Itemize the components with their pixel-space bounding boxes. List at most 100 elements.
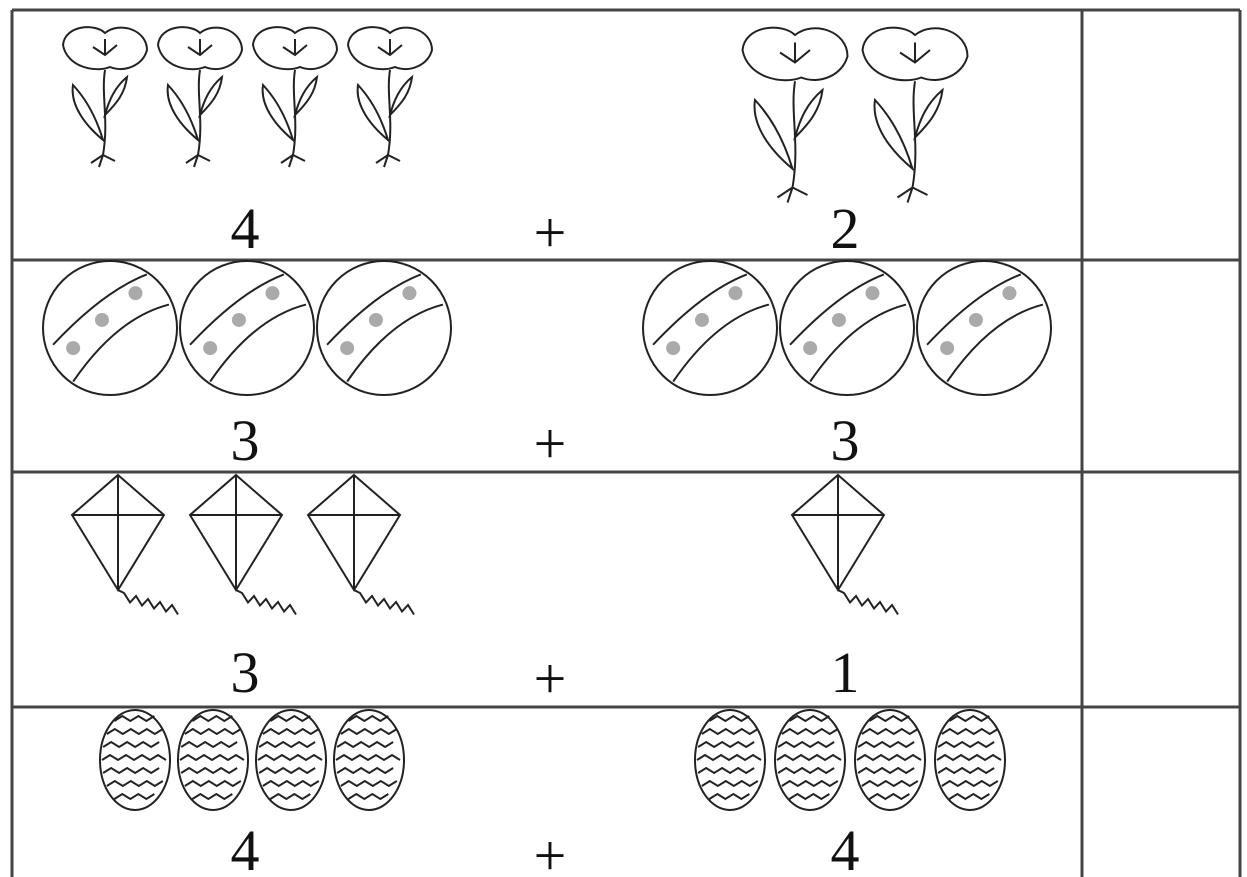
worksheet-row: 3 +3 bbox=[42, 260, 1052, 476]
ball-star bbox=[368, 312, 383, 327]
egg-pattern bbox=[936, 753, 1002, 762]
egg-pattern bbox=[113, 792, 155, 801]
leaf bbox=[356, 82, 390, 143]
egg-pattern bbox=[701, 779, 759, 788]
ball-star bbox=[865, 286, 880, 301]
egg-icon bbox=[333, 709, 405, 811]
egg-pattern bbox=[113, 714, 155, 723]
worksheet-row: 4 +2 bbox=[61, 26, 969, 265]
flower-center bbox=[377, 39, 403, 57]
ball-outline bbox=[42, 260, 178, 396]
worksheet-row: 4 +4 bbox=[99, 709, 1006, 877]
leaf bbox=[198, 74, 224, 119]
roots bbox=[375, 154, 401, 168]
egg-pattern bbox=[336, 740, 394, 749]
egg-pattern bbox=[788, 792, 830, 801]
roots bbox=[280, 154, 306, 168]
egg-pattern bbox=[257, 753, 323, 762]
left-number: 4 bbox=[231, 818, 260, 877]
egg-pattern bbox=[347, 792, 389, 801]
ball-outline bbox=[179, 260, 315, 396]
leaf bbox=[293, 74, 319, 119]
egg-icon bbox=[854, 709, 926, 811]
leaf bbox=[753, 97, 795, 172]
roots bbox=[776, 186, 808, 203]
stem bbox=[791, 81, 797, 188]
egg-pattern bbox=[180, 766, 238, 775]
egg-outline bbox=[774, 709, 846, 811]
ball-star bbox=[128, 286, 143, 301]
ball-stripe bbox=[189, 273, 285, 346]
flower-icon bbox=[61, 26, 149, 168]
left-number: 4 bbox=[231, 196, 260, 261]
egg-pattern bbox=[697, 766, 755, 775]
egg-pattern bbox=[179, 753, 245, 762]
left-number: 3 bbox=[231, 640, 260, 705]
ball-star bbox=[340, 341, 355, 356]
ball-icon bbox=[642, 260, 778, 396]
roots bbox=[90, 154, 116, 168]
egg-pattern bbox=[180, 740, 238, 749]
ball-stripe bbox=[926, 273, 1022, 346]
egg-pattern bbox=[701, 727, 759, 736]
ball-star bbox=[1002, 286, 1017, 301]
flower-center bbox=[187, 39, 213, 57]
ball-stripe bbox=[52, 273, 148, 346]
leaf bbox=[261, 82, 295, 143]
egg-pattern bbox=[777, 766, 835, 775]
ball-stripe bbox=[326, 273, 422, 346]
leaf bbox=[913, 87, 944, 141]
egg-pattern bbox=[788, 714, 830, 723]
flower-center bbox=[92, 39, 118, 57]
ball-outline bbox=[779, 260, 915, 396]
egg-pattern bbox=[347, 714, 389, 723]
egg-pattern bbox=[336, 766, 394, 775]
ball-star bbox=[968, 312, 983, 327]
operator: + bbox=[534, 646, 567, 711]
rows: 4 +2 3 +3 3 +1 4 +4 bbox=[42, 26, 1052, 877]
egg-pattern bbox=[340, 779, 398, 788]
egg-pattern bbox=[102, 740, 160, 749]
leaf bbox=[793, 87, 824, 141]
egg-pattern bbox=[708, 792, 750, 801]
egg-pattern bbox=[777, 740, 835, 749]
egg-pattern bbox=[857, 766, 915, 775]
egg-pattern bbox=[102, 766, 160, 775]
flower-icon bbox=[741, 26, 849, 203]
ball-star bbox=[831, 312, 846, 327]
ball-stripe bbox=[809, 303, 907, 383]
egg-outline bbox=[99, 709, 171, 811]
ball-star bbox=[203, 341, 218, 356]
ball-icon bbox=[779, 260, 915, 396]
egg-pattern bbox=[262, 779, 320, 788]
egg-outline bbox=[333, 709, 405, 811]
egg-pattern bbox=[184, 727, 242, 736]
egg-pattern bbox=[697, 740, 755, 749]
ball-icon bbox=[316, 260, 452, 396]
ball-stripe bbox=[72, 303, 170, 383]
petals bbox=[61, 26, 149, 71]
ball-star bbox=[231, 312, 246, 327]
ball-stripe bbox=[346, 303, 444, 383]
ball-outline bbox=[316, 260, 452, 396]
ball-outline bbox=[642, 260, 778, 396]
egg-pattern bbox=[781, 727, 839, 736]
egg-pattern bbox=[708, 714, 750, 723]
ball-stripe bbox=[652, 273, 748, 346]
egg-pattern bbox=[191, 792, 233, 801]
flower-icon bbox=[251, 26, 339, 168]
egg-pattern bbox=[106, 779, 164, 788]
egg-outline bbox=[255, 709, 327, 811]
flower-center bbox=[779, 42, 811, 64]
flower-center bbox=[282, 39, 308, 57]
stem bbox=[292, 69, 297, 156]
right-number: 1 bbox=[831, 640, 860, 705]
egg-pattern bbox=[184, 779, 242, 788]
egg-icon bbox=[934, 709, 1006, 811]
ball-icon bbox=[42, 260, 178, 396]
left-number: 3 bbox=[231, 408, 260, 473]
kite-tail bbox=[235, 589, 297, 616]
egg-outline bbox=[177, 709, 249, 811]
operator: + bbox=[534, 200, 567, 265]
